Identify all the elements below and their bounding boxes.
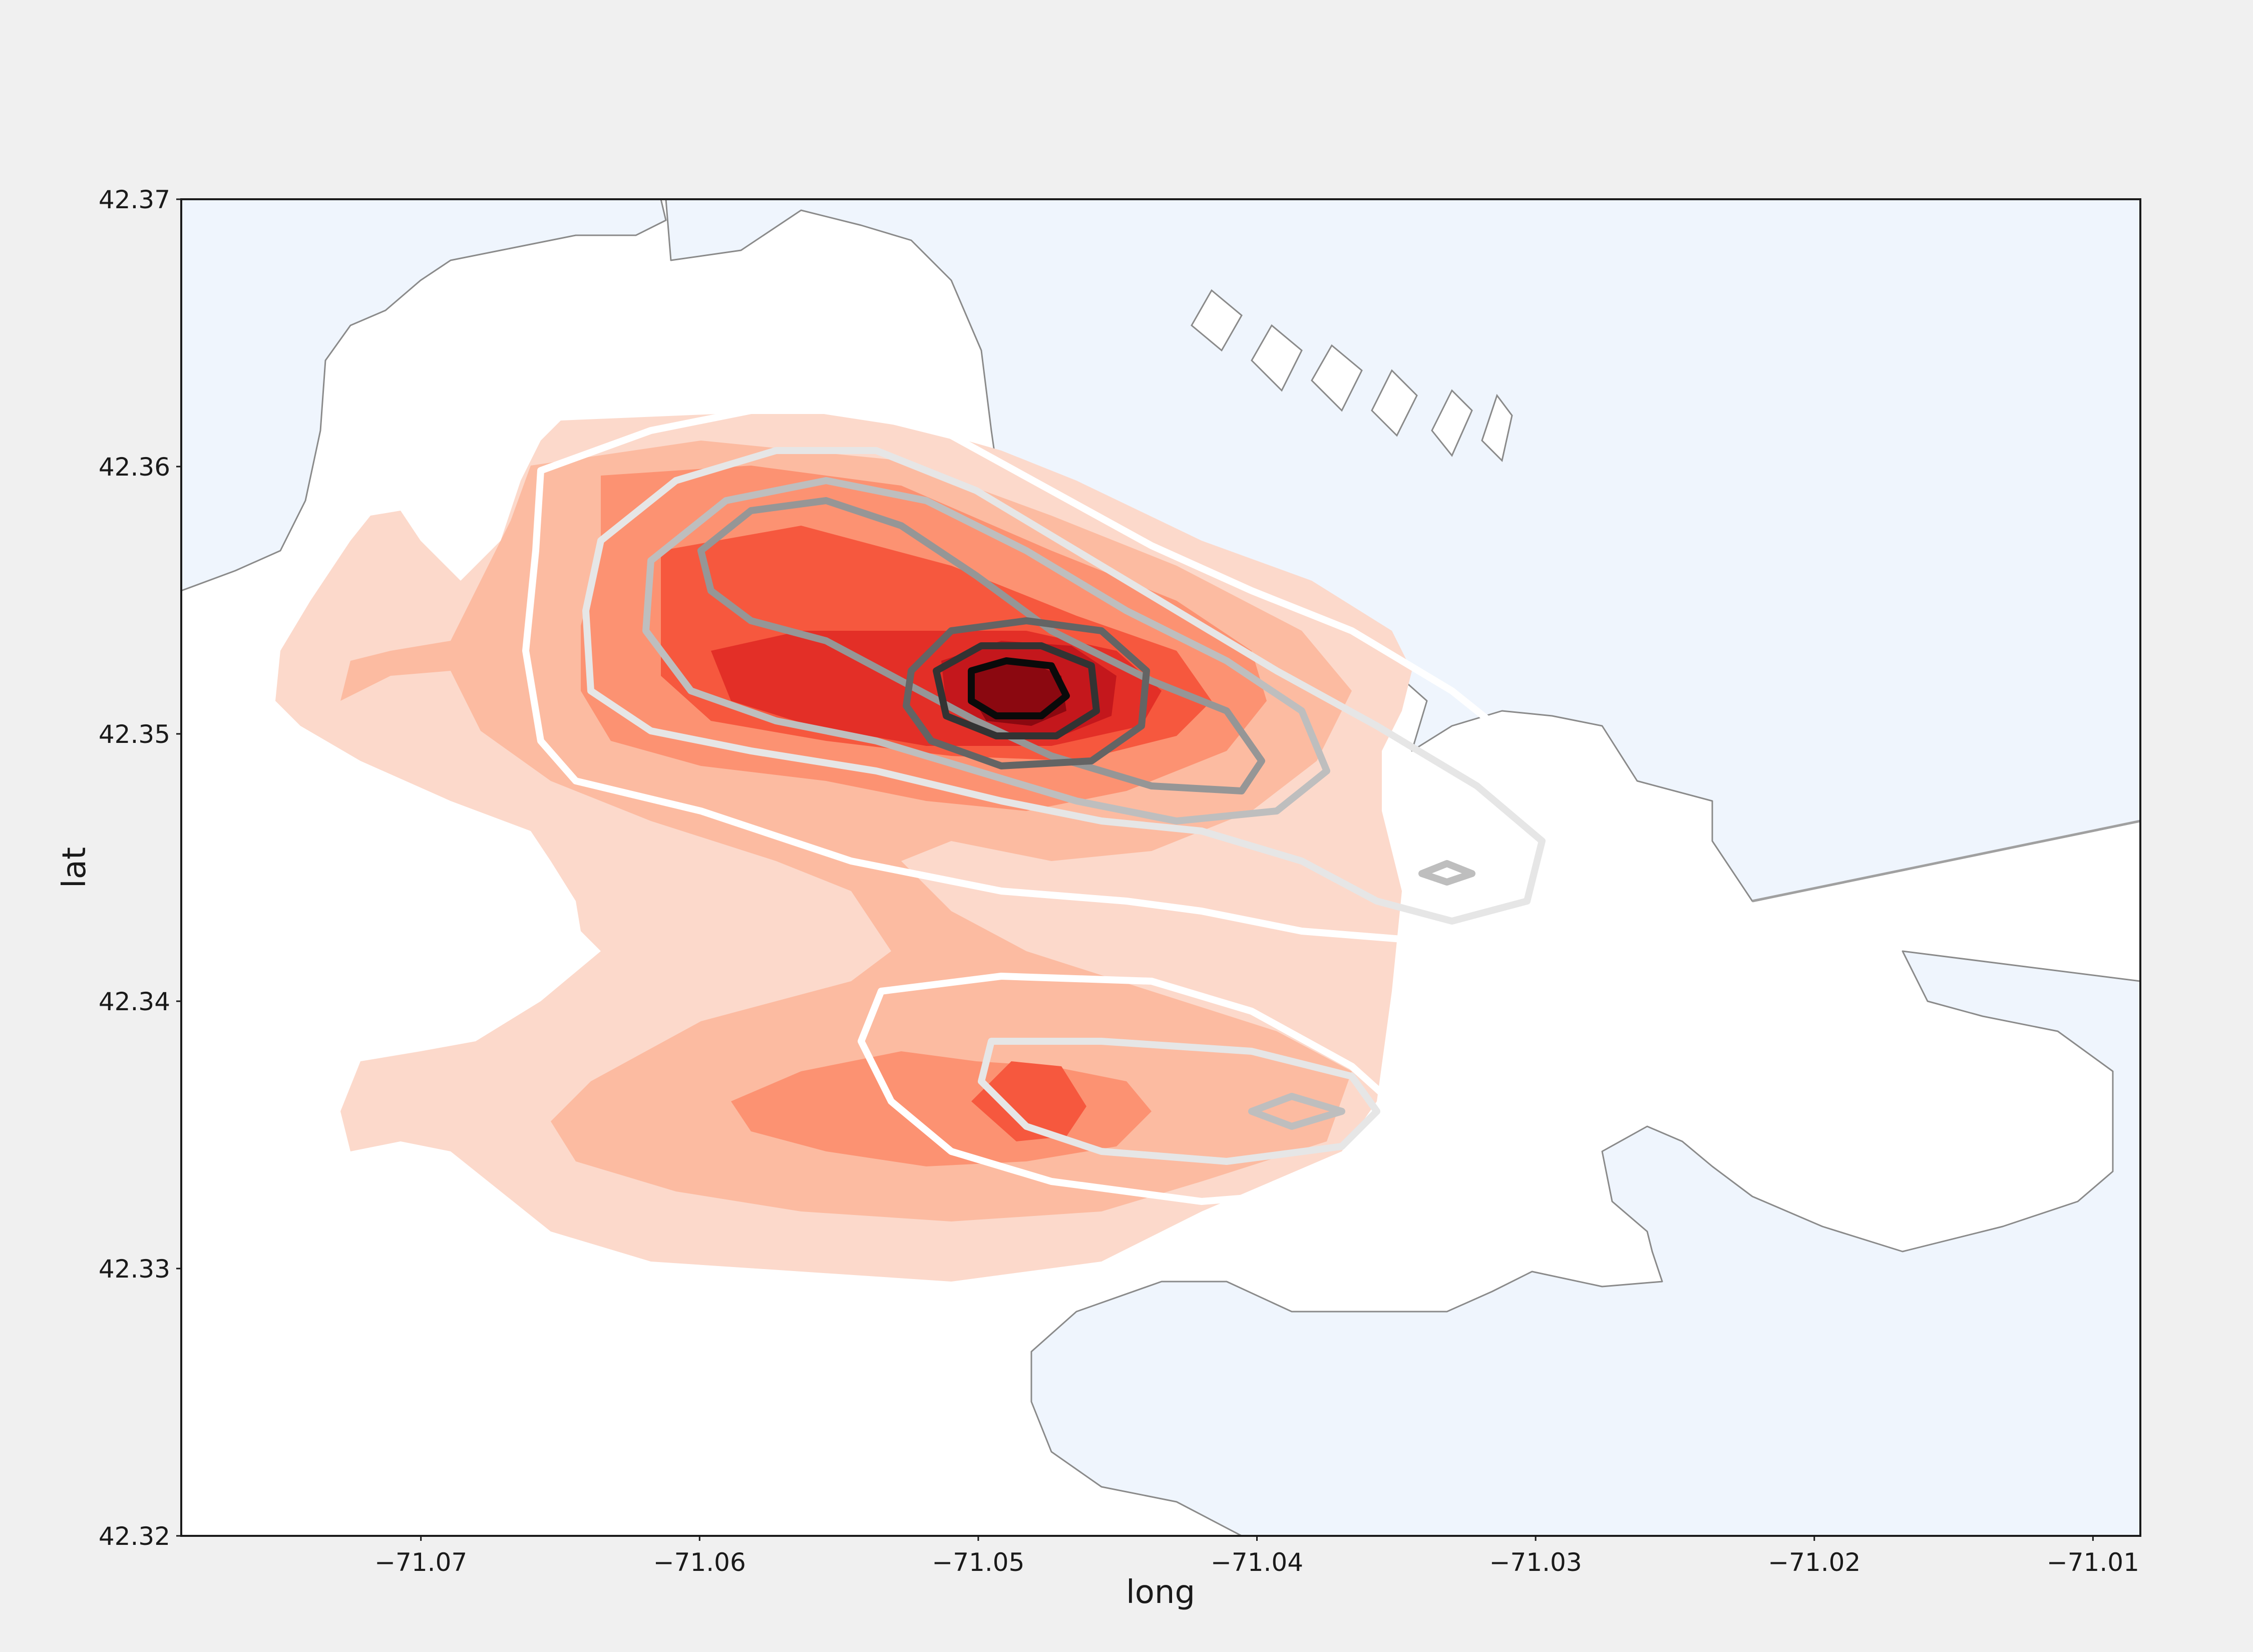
line-density-level-3c bbox=[1418, 860, 1475, 886]
pier-2 bbox=[1251, 324, 1303, 392]
x-tick-label: −71.06 bbox=[653, 1548, 746, 1577]
y-axis-label: lat bbox=[56, 847, 93, 888]
y-tick-label: 42.36 bbox=[99, 453, 170, 482]
plot-area bbox=[180, 198, 2141, 1537]
pier-6 bbox=[1481, 393, 1513, 462]
pier-5 bbox=[1431, 389, 1473, 457]
filled-density-level-4b bbox=[971, 1061, 1086, 1141]
y-tick-label: 42.33 bbox=[99, 1255, 170, 1284]
x-tick-label: −71.02 bbox=[1768, 1548, 1860, 1577]
line-density-level-1b bbox=[858, 973, 1405, 1205]
line-density-level-2b bbox=[978, 1038, 1380, 1165]
filled-density-level-7 bbox=[971, 661, 1066, 726]
y-tick-label: 42.37 bbox=[99, 185, 170, 214]
x-tick-label: −71.01 bbox=[2047, 1548, 2139, 1577]
line-density-level-7 bbox=[968, 657, 1070, 719]
x-axis: −71.07 −71.06 −71.05 −71.04 −71.03 −71.02 −71.… bbox=[374, 1536, 2139, 1577]
y-tick-label: 42.34 bbox=[99, 987, 170, 1016]
map-layer bbox=[181, 199, 2140, 1536]
line-density-level-5 bbox=[903, 617, 1150, 769]
filled-density-layer bbox=[275, 410, 1412, 1282]
line-density-level-6 bbox=[933, 642, 1100, 739]
y-tick-label: 42.35 bbox=[99, 720, 170, 749]
piers bbox=[1191, 289, 1513, 462]
x-tick-label: −71.05 bbox=[932, 1548, 1024, 1577]
y-tick-label: 42.32 bbox=[99, 1522, 170, 1551]
y-axis: 42.32 42.33 42.34 42.35 42.36 42.37 bbox=[99, 185, 181, 1551]
x-tick-label: −71.07 bbox=[374, 1548, 467, 1577]
x-tick-label: −71.04 bbox=[1211, 1548, 1303, 1577]
plot-frame bbox=[180, 198, 2141, 1537]
pier-4 bbox=[1371, 369, 1418, 437]
x-axis-label: long bbox=[1126, 1574, 1195, 1611]
pier-3 bbox=[1311, 344, 1363, 412]
line-density-layer bbox=[522, 407, 1596, 1205]
x-tick-label: −71.03 bbox=[1489, 1548, 1582, 1577]
water-charles-river bbox=[181, 199, 667, 592]
line-density-level-4 bbox=[697, 497, 1265, 794]
bridge-line bbox=[1752, 819, 2140, 903]
line-density-level-2 bbox=[582, 447, 1546, 925]
line-density-level-3b bbox=[1248, 1093, 1345, 1130]
line-density-level-3 bbox=[642, 477, 1330, 824]
line-density-level-1 bbox=[522, 407, 1596, 945]
pier-1 bbox=[1191, 289, 1243, 352]
